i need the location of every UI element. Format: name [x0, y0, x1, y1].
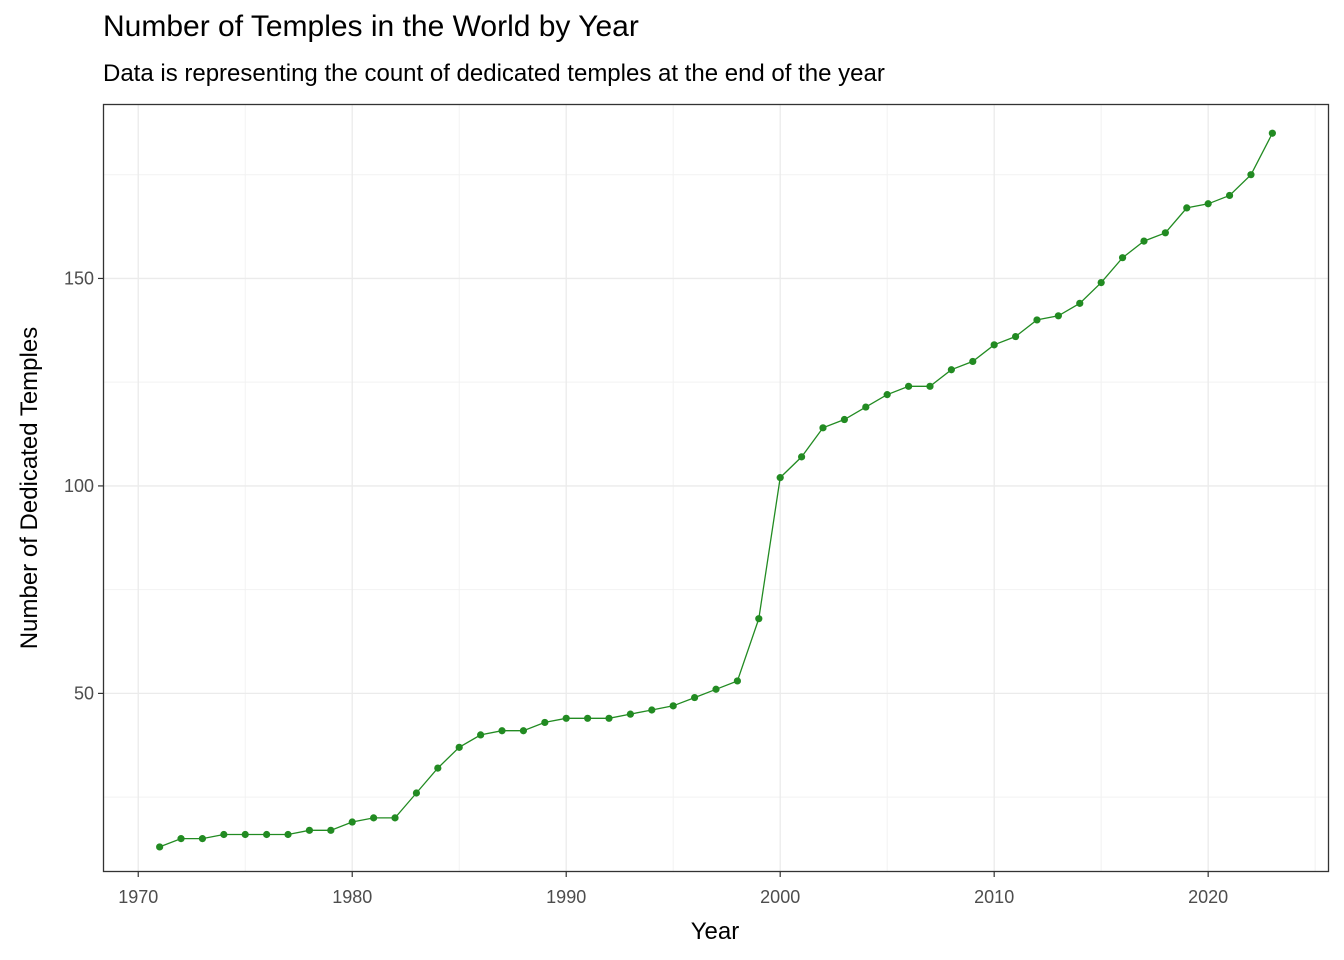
- data-point: [1247, 171, 1255, 179]
- data-point: [327, 826, 335, 834]
- series-layer: [156, 129, 1276, 851]
- y-axis-title: Number of Dedicated Temples: [16, 327, 43, 649]
- x-tick-label: 2010: [974, 887, 1014, 907]
- data-point: [797, 453, 806, 461]
- data-point: [241, 830, 249, 839]
- x-tick-label: 1970: [118, 887, 158, 907]
- data-point: [947, 366, 955, 374]
- data-point: [969, 357, 977, 366]
- data-point: [263, 830, 271, 839]
- data-point: [883, 391, 891, 399]
- data-point: [412, 789, 421, 797]
- data-point: [455, 743, 463, 751]
- data-point: [348, 818, 356, 826]
- data-point: [1054, 312, 1062, 320]
- data-point: [1183, 204, 1191, 212]
- data-point: [648, 706, 656, 714]
- data-point: [519, 727, 528, 735]
- data-point: [691, 693, 699, 702]
- data-point: [391, 814, 399, 822]
- data-point: [1076, 299, 1084, 307]
- series-line: [159, 132, 1273, 848]
- data-point: [434, 764, 442, 772]
- x-tick-label: 2020: [1188, 887, 1228, 907]
- data-point: [370, 814, 378, 822]
- data-point: [626, 710, 635, 718]
- panel-border: [102, 103, 1330, 873]
- data-point: [562, 714, 570, 722]
- data-point: [541, 718, 549, 727]
- data-point: [819, 424, 827, 432]
- data-point: [990, 341, 998, 349]
- data-point: [177, 835, 185, 843]
- data-point: [1118, 254, 1127, 262]
- data-point: [1033, 316, 1041, 324]
- data-point: [198, 835, 207, 843]
- data-point: [712, 685, 720, 693]
- data-point: [926, 382, 934, 390]
- x-tick-label: 2000: [760, 887, 800, 907]
- data-point: [1268, 129, 1276, 137]
- y-tick-label: 150: [64, 268, 94, 288]
- data-point: [1161, 229, 1169, 237]
- data-point: [669, 702, 677, 710]
- data-point: [220, 830, 228, 839]
- data-point: [1097, 278, 1105, 287]
- y-tick-label: 50: [74, 683, 94, 703]
- x-tick-label: 1990: [546, 887, 586, 907]
- data-point: [755, 615, 763, 623]
- minor-gridlines: [104, 105, 1328, 871]
- data-point: [904, 382, 913, 390]
- x-tick-label: 1980: [332, 887, 372, 907]
- data-point: [733, 677, 741, 685]
- x-axis-title: Year: [691, 918, 740, 945]
- data-point: [305, 826, 314, 834]
- major-gridlines: [104, 105, 1328, 871]
- chart-subtitle: Data is representing the count of dedica…: [103, 60, 885, 87]
- data-point: [1225, 191, 1234, 200]
- data-point: [1204, 200, 1212, 208]
- data-point: [1140, 237, 1148, 245]
- data-point: [605, 714, 613, 722]
- data-point: [584, 714, 592, 722]
- data-point: [862, 403, 870, 411]
- data-point: [776, 474, 784, 482]
- data-point: [156, 843, 164, 851]
- y-axis: 50 100 150: [64, 268, 104, 703]
- data-point: [840, 415, 848, 424]
- chart-title: Number of Temples in the World by Year: [103, 10, 639, 43]
- data-point: [498, 727, 506, 735]
- data-point: [284, 830, 292, 839]
- x-axis: 1970 1980 1990 2000 2010 2020: [118, 871, 1228, 907]
- y-tick-label: 100: [64, 476, 94, 496]
- data-point: [477, 731, 485, 739]
- data-point: [1011, 332, 1020, 341]
